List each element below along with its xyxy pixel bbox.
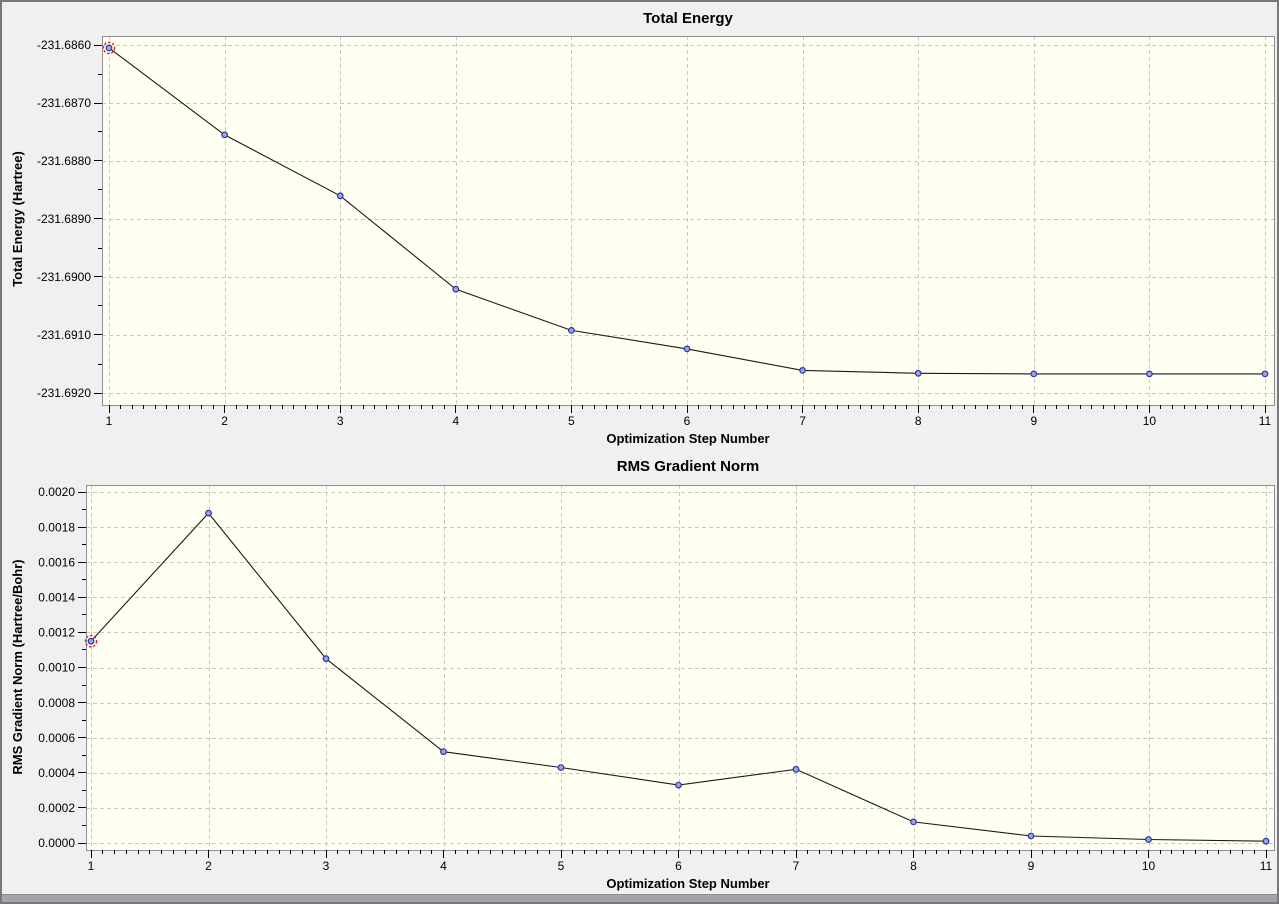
x-tick-label: 1 [88,859,95,873]
data-point-marker [452,285,460,293]
x-tick-label: 9 [1028,859,1035,873]
x-tick-label: 5 [558,859,565,873]
y-tick-label: 0.0006 [38,731,75,745]
y-tick-label: 0.0010 [38,661,75,675]
data-point-marker [322,655,330,663]
chart-0: 1 2 3 4 5 6 7 8 9 10 11 -231.6860 -231.6870 -231.6880… [37,36,1275,428]
selected-point-ring [102,41,116,55]
y-tick-label: -231.6900 [37,270,91,284]
tick-labels: 1 2 3 4 5 6 7 8 9 10 11 -231.6860 -231.6870 -231.6880… [37,38,1272,428]
x-tick-label: 5 [568,414,575,428]
y-tick-label: 0.0020 [38,485,75,499]
axis-ticks [78,492,1267,858]
x-tick-label: 6 [675,859,682,873]
data-points [105,44,1269,378]
data-point-marker [792,765,800,773]
chart-1: 1 2 3 4 5 6 7 8 9 10 11 0.0020 0.0018 0.0016 0.0014 0.0… [38,485,1275,873]
y-tick-label: -231.6860 [37,38,91,52]
y-tick-label: -231.6910 [37,328,91,342]
data-point-marker [568,327,575,334]
total-energy-chart-title: Total Energy [643,10,733,27]
gridlines [86,485,1274,850]
y-tick-label: -231.6880 [37,154,91,168]
total-energy-y-axis-label: Total Energy (Hartree) [10,151,25,287]
x-tick-label: 1 [106,414,113,428]
data-point-marker [1030,370,1038,378]
y-tick-label: 0.0012 [38,626,75,640]
data-point-marker [440,748,447,756]
x-tick-label: 3 [337,414,344,428]
data-point-marker [221,131,229,139]
data-point-marker [799,367,806,374]
axis-ticks [94,45,1266,413]
y-tick-label: 0.0018 [38,520,75,534]
x-tick-label: 9 [1030,414,1037,428]
y-tick-label: 0.0014 [38,591,75,605]
x-tick-label: 7 [799,414,806,428]
data-point-marker [105,44,113,52]
data-point-marker [1262,837,1270,845]
y-tick-label: -231.6920 [37,386,91,400]
y-tick-label: -231.6890 [37,212,91,226]
data-point-marker [557,764,565,771]
rms-gradient-chart-title: RMS Gradient Norm [616,458,760,475]
data-point-marker [1145,370,1153,378]
y-tick-label: 0.0000 [38,836,75,850]
selected-point-ring [84,634,98,648]
rms-gradient-x-axis-label: Optimization Step Number [606,876,770,891]
y-tick-label: 0.0016 [38,555,75,569]
plot-frame [102,36,1275,406]
x-tick-label: 4 [440,859,447,873]
rms-gradient-y-axis-label: RMS Gradient Norm (Hartree/Bohr) [10,559,25,775]
x-tick-label: 10 [1142,859,1156,873]
y-tick-label: -231.6870 [37,96,91,110]
data-point-marker [1261,370,1269,378]
x-tick-label: 8 [915,414,922,428]
data-point-marker [914,369,922,377]
x-tick-label: 2 [205,859,212,873]
x-tick-label: 2 [221,414,228,428]
y-tick-label: 0.0008 [38,696,75,710]
x-tick-label: 6 [684,414,691,428]
x-tick-label: 10 [1143,414,1157,428]
data-point-marker [87,637,95,645]
x-tick-label: 11 [1260,859,1273,873]
data-points [87,509,1270,845]
data-point-marker [205,509,212,517]
x-tick-label: 8 [910,859,917,873]
tick-labels: 1 2 3 4 5 6 7 8 9 10 11 0.0020 0.0018 0.0016 0.0014 0.0… [38,485,1272,873]
data-point-marker [683,345,691,353]
data-point-marker [675,781,682,789]
data-point-marker [1027,832,1035,840]
x-tick-label: 4 [452,414,459,428]
x-tick-label: 3 [323,859,330,873]
plot-frame [86,485,1275,851]
data-point-marker [336,192,344,200]
x-tick-label: 7 [793,859,800,873]
data-point-marker [1145,836,1152,843]
window-bottom-edge [2,894,1277,902]
y-tick-label: 0.0002 [38,801,75,815]
data-point-marker [910,818,917,826]
gridlines [102,36,1274,405]
total-energy-x-axis-label: Optimization Step Number [606,431,770,446]
y-tick-label: 0.0004 [38,766,75,780]
x-tick-label: 11 [1259,414,1272,428]
